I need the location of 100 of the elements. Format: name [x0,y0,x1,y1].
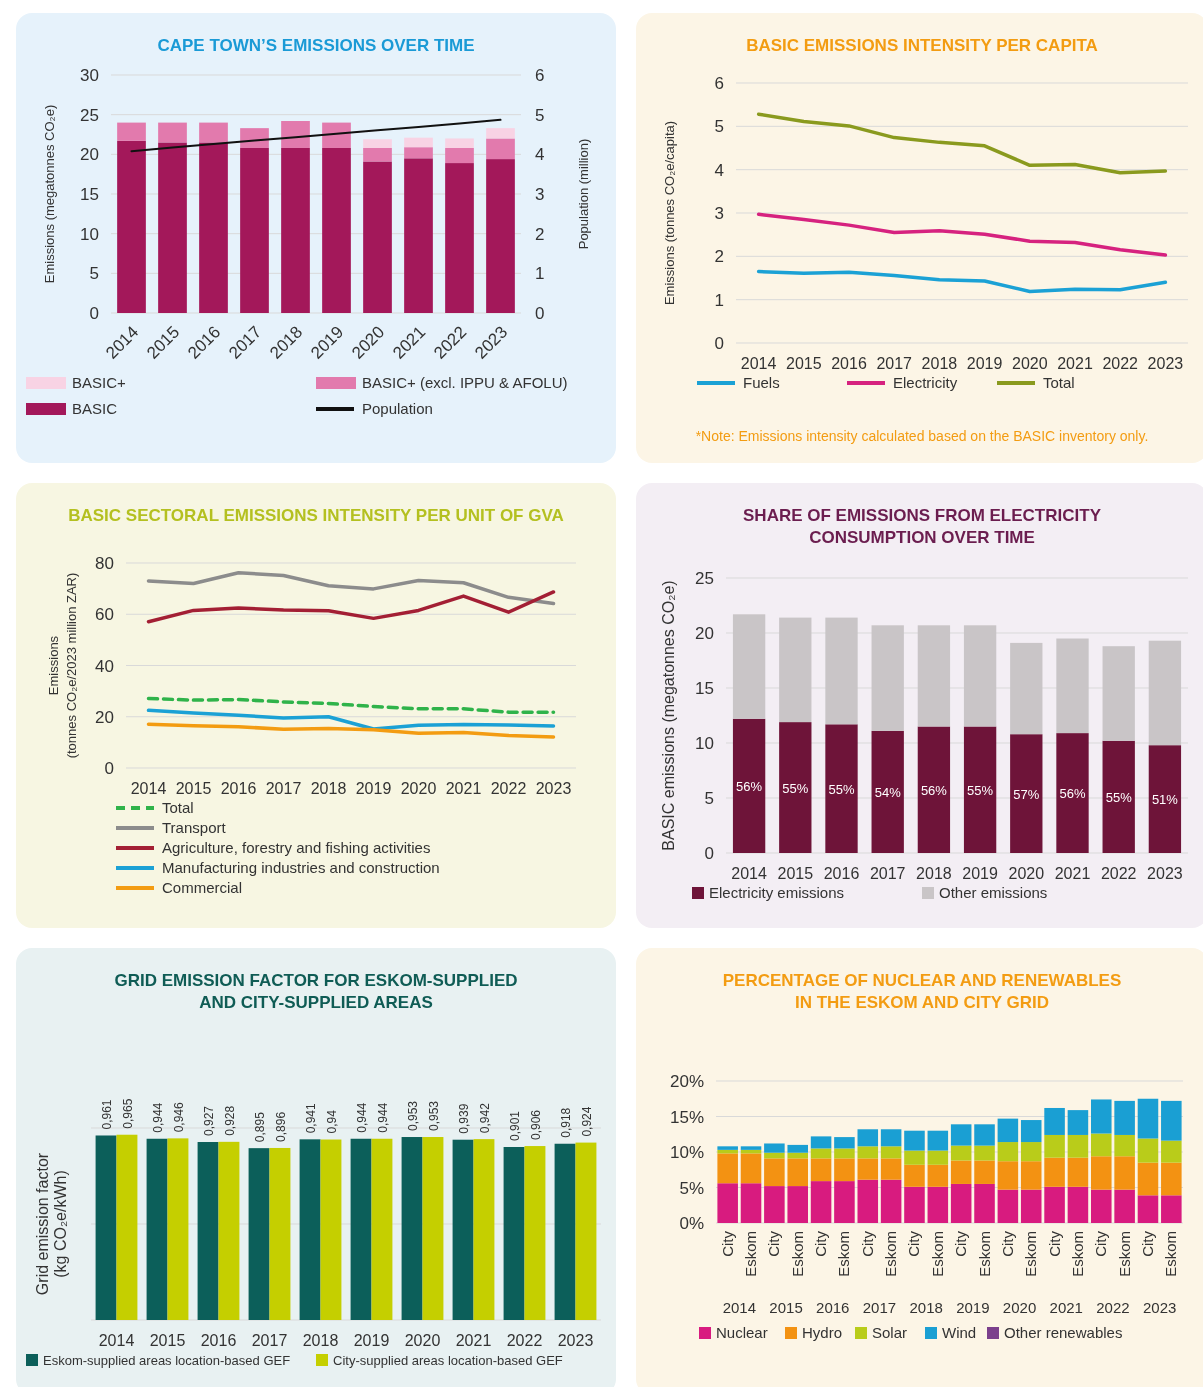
legend-label: BASIC+ [72,374,127,391]
chart-title: CAPE TOWN’S EMISSIONS OVER TIME [157,36,475,55]
legend-label: Total [162,799,194,816]
bar [1091,1189,1112,1223]
y-tick-label: 2 [714,247,724,267]
x-tick-label: 2016 [823,865,860,882]
annotation: 55% [1105,789,1133,805]
bar [1020,1189,1042,1223]
bar [445,147,474,164]
bar [825,724,858,853]
text: 2022 [1096,1299,1130,1316]
bar [167,1138,189,1320]
bar [917,625,951,727]
bar [452,1139,474,1320]
data-label: 0,928 [222,1105,237,1136]
y-tick-label: 3 [714,204,724,223]
bar [1148,640,1182,746]
bar [218,1141,240,1320]
x-tick-label: 2019 [353,1332,390,1349]
y-tick-label: 15 [80,185,99,204]
data-label: 0,94 [324,1109,339,1134]
bar [764,1143,785,1153]
y-tick-label: 5 [89,264,99,284]
bar [927,1186,949,1223]
bar [740,1146,762,1150]
bar [904,1150,925,1165]
y-axis-title: Emissions (tonnes CO₂e/2023 million ZAR) [46,572,79,759]
y-tick-label: 10 [80,224,99,244]
y2-tick-label: 2 [535,224,545,244]
legend-label: BASIC [72,400,118,417]
bar [927,1164,949,1187]
bar [810,1158,832,1182]
y2-tick-label: 4 [535,145,545,165]
text: 2023 [1142,1299,1177,1316]
x-tick-label: Eskom [1115,1231,1133,1277]
bar [1020,1161,1042,1190]
bar [880,1146,902,1159]
annotation: 51% [1151,792,1179,808]
x-tick-label: Eskom [882,1231,900,1277]
bar [857,1129,879,1147]
bar [927,1150,949,1165]
bar [445,138,474,148]
x-tick-label: 2014 [740,355,777,372]
bar [575,1142,597,1320]
x-tick-label: 2021 [455,1332,492,1349]
y-tick-label: 0 [704,844,714,863]
text: 2017 [862,1299,897,1316]
bar [779,722,812,853]
bar [117,122,146,141]
data-label: 0,944 [375,1102,390,1133]
x-tick-label: 2016 [220,780,257,797]
y2-tick-label: 3 [535,185,545,204]
bar [299,1139,321,1320]
x-tick-label: 2020 [404,1332,441,1349]
legend-label: Wind [942,1324,977,1341]
annotation: 56% [736,778,763,794]
bar [158,142,187,313]
x-tick-label: 2023 [1147,865,1183,882]
bar [740,1153,762,1184]
bar [871,625,904,731]
data-label: 0,895 [253,1111,268,1143]
legend-label: Commercial [162,879,243,896]
bar [764,1152,785,1159]
y-tick-label: 0 [714,334,724,353]
legend-label: Hydro [802,1324,843,1341]
bar [834,1158,855,1182]
x-tick-label: 2021 [1054,865,1091,882]
bar [963,625,997,727]
bar [834,1137,855,1149]
line-series [130,118,502,153]
x-tick-label: City [1092,1230,1110,1257]
y-tick-label: 5 [714,117,724,137]
bar [997,1118,1019,1143]
data-label: 0,901 [508,1110,523,1142]
data-label: 0,942 [477,1102,492,1134]
bar [963,726,997,853]
bar [950,1124,972,1146]
bar [834,1148,855,1159]
x-tick-label: City [1138,1230,1156,1257]
bar [974,1160,995,1184]
bar [269,1147,291,1320]
legend-label: Manufacturing industries and construction [162,859,440,876]
x-tick-label: 2022 [506,1332,543,1349]
y-tick-label: 15% [669,1107,704,1127]
y-tick-label: 10 [695,734,714,753]
bar [717,1183,738,1223]
x-tick-label: 2018 [916,865,952,882]
chart-title: SHARE OF EMISSIONS FROM ELECTRICITY CONSUMPTION OVER TIME [743,506,1102,547]
legend-label: Population [362,400,433,417]
bar [974,1124,995,1146]
y-tick-label: 25 [695,569,714,588]
y-tick-label: 20 [80,145,99,165]
bar [810,1181,832,1223]
line-series [146,590,556,624]
bar [1067,1186,1089,1223]
bar [554,1143,576,1320]
bar [1091,1133,1112,1157]
bar [787,1158,808,1187]
bar [363,161,392,313]
x-tick-label: 2016 [831,355,867,372]
